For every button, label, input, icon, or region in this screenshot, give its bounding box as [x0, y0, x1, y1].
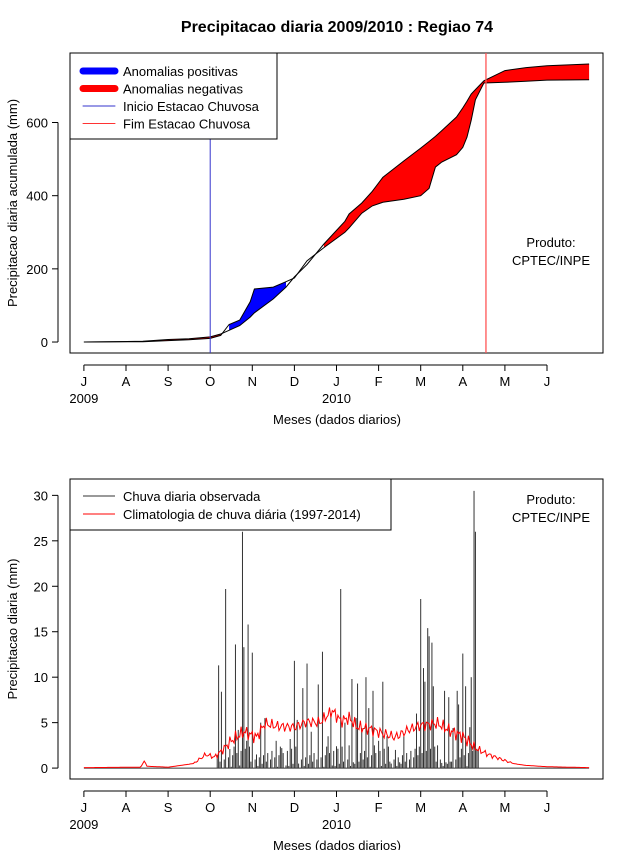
- legend-entry: Anomalias negativas: [123, 82, 243, 97]
- x-tick-label: J: [544, 374, 551, 389]
- year-label: 2009: [69, 817, 98, 832]
- negative-anomaly-area: [323, 64, 590, 248]
- daily-precipitation-panel: 0 5 10 15 20 25 30 J A S O N D J F M A M J 2009 2010 Meses (d…: [5, 478, 604, 850]
- climatology-accumulated-line: [83, 63, 590, 343]
- y-tick-label: 0: [41, 335, 48, 350]
- legend-entry: Inicio Estacao Chuvosa: [123, 99, 260, 114]
- y-tick-label: 25: [34, 534, 48, 549]
- year-label: 2010: [322, 817, 351, 832]
- x-tick-label: N: [248, 800, 257, 815]
- legend-entry: Anomalias positivas: [123, 64, 238, 79]
- x-tick-label: A: [458, 374, 467, 389]
- x-tick-label: O: [205, 800, 215, 815]
- y-tick-label: 600: [26, 116, 48, 131]
- y-tick-label: 20: [34, 579, 48, 594]
- x-tick-label: D: [290, 374, 299, 389]
- y-tick-label: 10: [34, 670, 48, 685]
- product-label: Produto:: [526, 492, 575, 507]
- y-axis-label: Precipitacao diaria (mm): [5, 559, 20, 700]
- product-label: Produto:: [526, 235, 575, 250]
- y-tick-label: 30: [34, 488, 48, 503]
- legend-entry: Chuva diaria observada: [123, 489, 261, 504]
- y-tick-label: 0: [41, 761, 48, 776]
- x-axis-label: Meses (dados diarios): [273, 838, 401, 850]
- year-label: 2010: [322, 391, 351, 406]
- positive-anomaly-area: [229, 281, 286, 331]
- legend-entry: Climatologia de chuva diária (1997-2014): [123, 507, 361, 522]
- climatology-daily-line: [83, 707, 590, 769]
- x-tick-label: J: [333, 800, 340, 815]
- x-tick-label: S: [164, 800, 173, 815]
- x-tick-label: S: [164, 374, 173, 389]
- plot-frame: [69, 52, 604, 354]
- chart-title: Precipitacao diaria 2009/2010 : Regiao 7…: [181, 19, 493, 36]
- x-axis-label: Meses (dados diarios): [273, 412, 401, 427]
- x-tick-label: D: [290, 800, 299, 815]
- observed-accumulated-line: [83, 79, 590, 343]
- legend-box: [69, 52, 278, 140]
- y-tick-label: 200: [26, 262, 48, 277]
- x-tick-label: J: [81, 374, 88, 389]
- x-tick-label: O: [205, 374, 215, 389]
- accumulated-precipitation-panel: 0 200 400 600 J A S O N D J F M A M J 2009 2010 Meses (dad…: [5, 52, 604, 427]
- x-tick-label: A: [122, 374, 131, 389]
- x-tick-label: F: [375, 374, 383, 389]
- legend-entry: Fim Estacao Chuvosa: [123, 117, 251, 132]
- year-label: 2009: [69, 391, 98, 406]
- x-tick-label: M: [499, 800, 510, 815]
- y-tick-label: 15: [34, 625, 48, 640]
- y-tick-label: 400: [26, 189, 48, 204]
- x-tick-label: M: [415, 800, 426, 815]
- x-tick-label: N: [248, 374, 257, 389]
- product-source-label: CPTEC/INPE: [512, 510, 590, 525]
- y-axis-label: Precipitacao diaria acumulada (mm): [5, 99, 20, 307]
- x-tick-label: A: [122, 800, 131, 815]
- x-tick-label: J: [81, 800, 88, 815]
- product-source-label: CPTEC/INPE: [512, 253, 590, 268]
- legend-box: [69, 478, 392, 531]
- x-tick-label: A: [458, 800, 467, 815]
- x-tick-label: M: [415, 374, 426, 389]
- x-tick-label: M: [499, 374, 510, 389]
- x-tick-label: J: [544, 800, 551, 815]
- y-tick-label: 5: [41, 716, 48, 731]
- x-tick-label: F: [375, 800, 383, 815]
- x-tick-label: J: [333, 374, 340, 389]
